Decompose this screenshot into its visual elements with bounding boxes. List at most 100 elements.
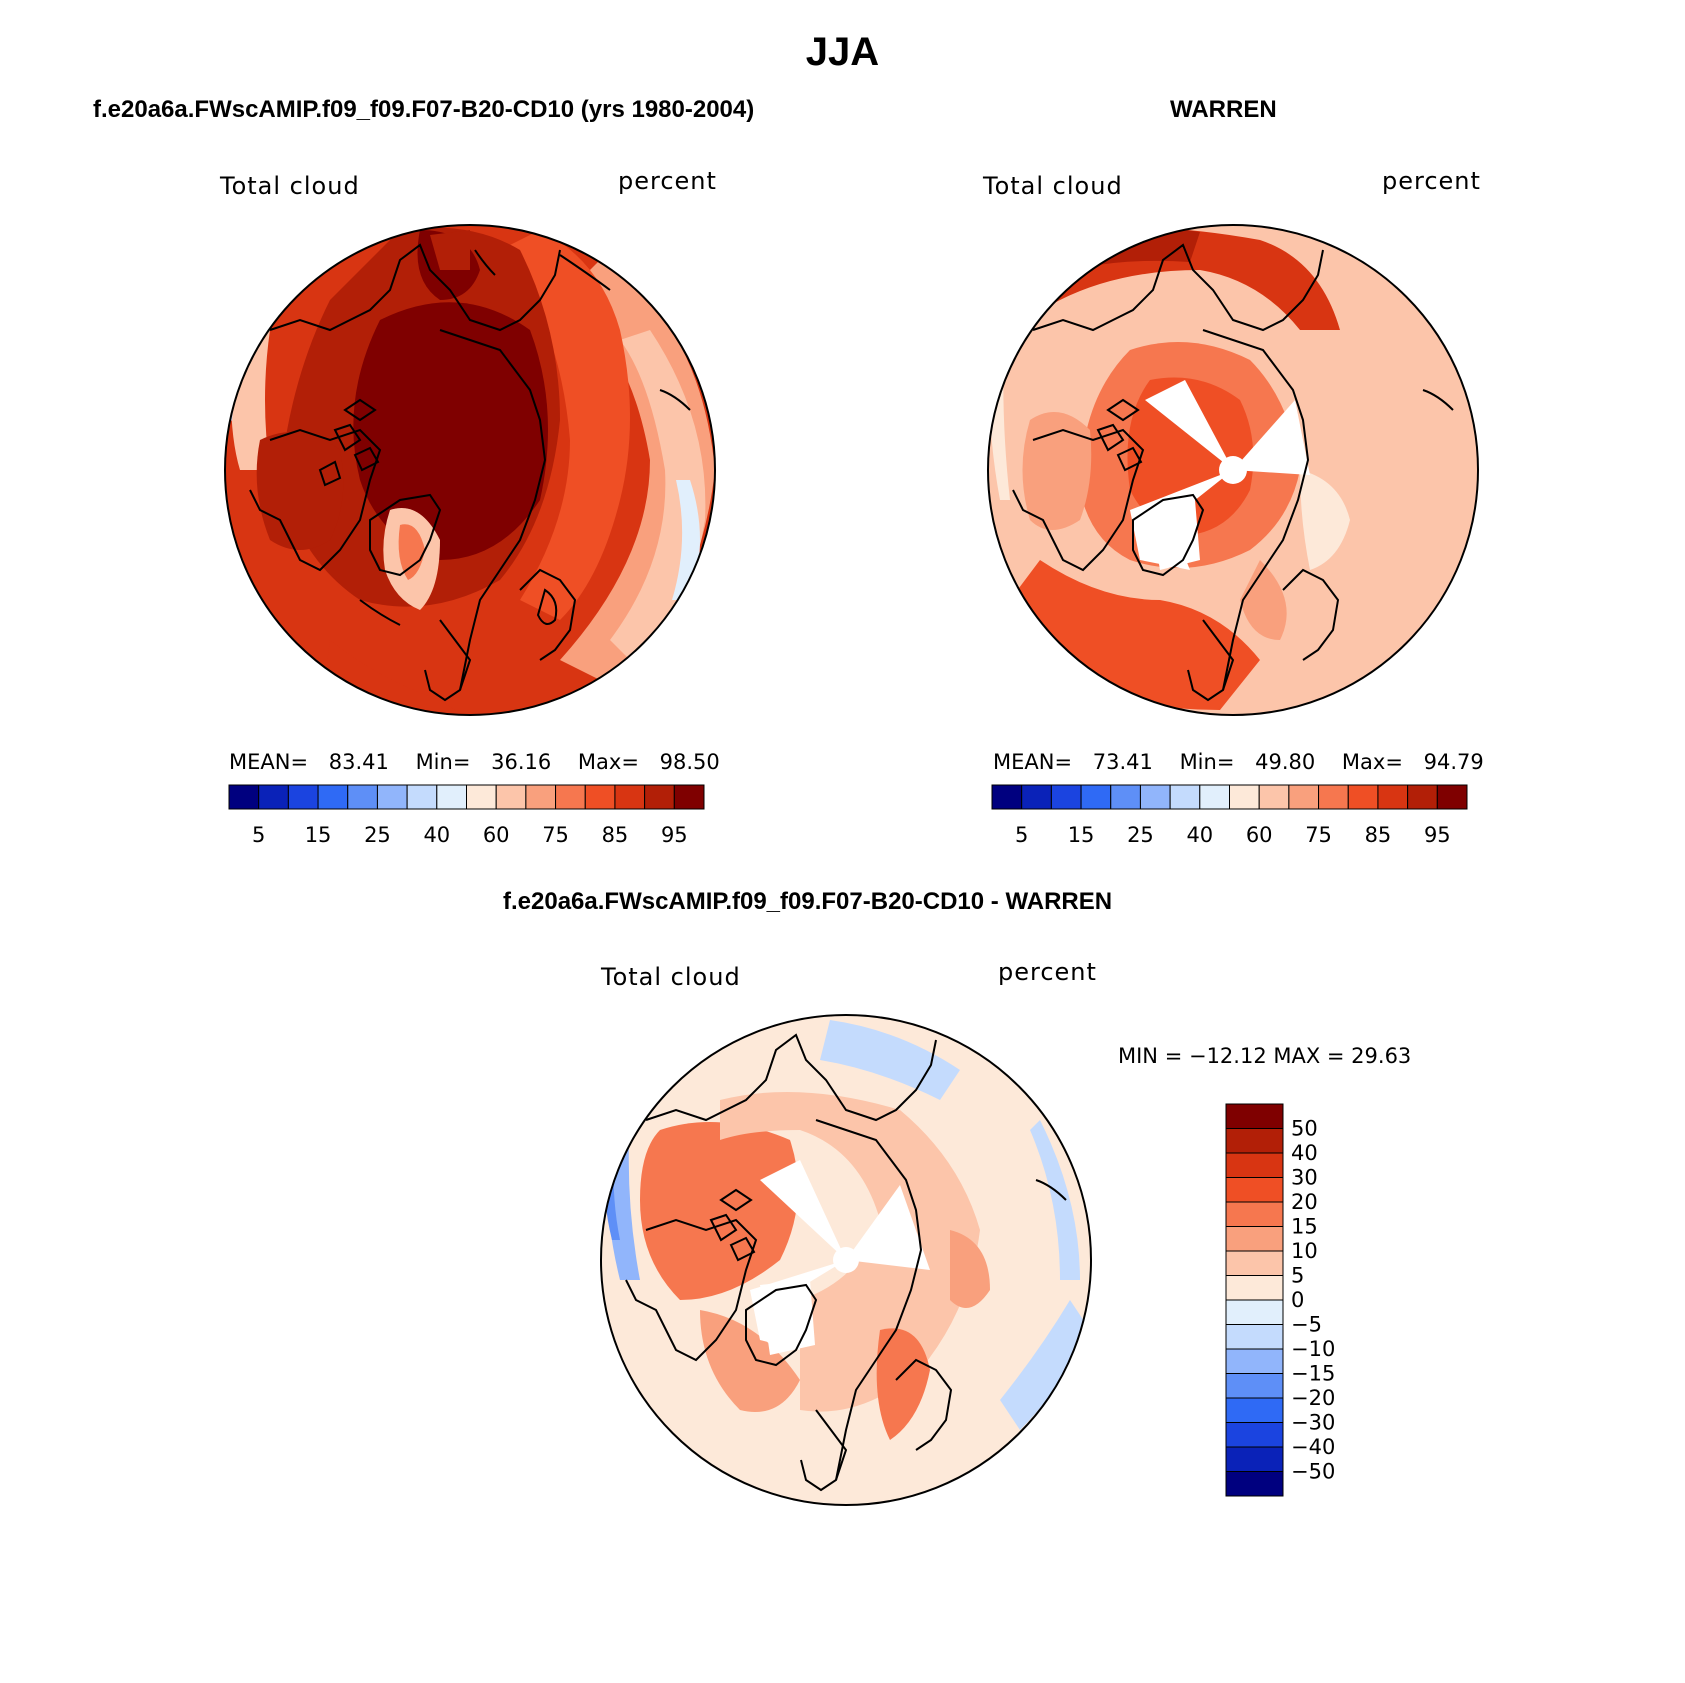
diff-panel-subtitle: f.e20a6a.FWscAMIP.f09_f09.F07-B20-CD10 -… (503, 888, 1113, 915)
figure-title: JJA (805, 30, 880, 74)
diff-colorbar-tick-label: 0 (1291, 1288, 1304, 1312)
model-colorbar-box (376, 784, 408, 810)
diff-colorbar-box (1225, 1373, 1284, 1399)
diff-colorbar-box (1225, 1177, 1284, 1203)
model-mean-value: 83.41 (328, 750, 389, 774)
obs-variable-label: Total cloud (983, 172, 1123, 200)
obs-map-outline (987, 224, 1479, 716)
model-colorbar-box (466, 784, 497, 810)
diff-colorbar-tick-label: −50 (1291, 1460, 1335, 1484)
model-colorbar-tick-label: 15 (305, 823, 332, 847)
diff-colorbar-box (1225, 1128, 1284, 1154)
model-stats: MEAN= 83.41 Min= 36.16 Max= 98.50 (229, 750, 726, 774)
obs-coastlines (1012, 243, 1454, 702)
obs-colorbar-box (1436, 784, 1468, 810)
model-variable-label: Total cloud (220, 172, 360, 200)
obs-colorbar-box (1050, 784, 1082, 810)
diff-colorbar-tick-label: −5 (1291, 1313, 1322, 1337)
diff-colorbar-tick-label: 30 (1291, 1166, 1318, 1190)
obs-colorbar-box (1318, 784, 1349, 810)
diff-colorbar-tick-label: −30 (1291, 1411, 1335, 1435)
model-colorbar-tick-label: 5 (252, 823, 265, 847)
obs-colorbar: 5 15 25 40 60 75 85 95 (991, 784, 1468, 847)
model-min-value: 36.16 (491, 750, 552, 774)
model-colorbar-box (525, 784, 557, 810)
diff-colorbar-tick-label: −15 (1291, 1362, 1335, 1386)
diff-colorbar-tick-label: −10 (1291, 1337, 1335, 1361)
model-colorbar-tick-label: 95 (661, 823, 688, 847)
diff-colorbar-box (1225, 1397, 1284, 1423)
model-max-label: Max= (577, 750, 639, 774)
diff-colorbar-box (1225, 1422, 1284, 1448)
obs-max-value: 94.79 (1423, 750, 1484, 774)
model-colorbar-box (495, 784, 527, 810)
obs-mean-value: 73.41 (1092, 750, 1153, 774)
diff-colorbar-box (1225, 1226, 1284, 1252)
model-colorbar-tick-label: 40 (423, 823, 450, 847)
obs-colorbar-tick-label: 75 (1305, 823, 1332, 847)
model-colorbar-box (436, 784, 467, 810)
diff-map-fill (601, 1015, 1091, 1505)
model-colorbar-box (347, 784, 378, 810)
obs-colorbar-box (1169, 784, 1201, 810)
diff-colorbar-tick-label: 15 (1291, 1215, 1318, 1239)
model-map-outline (224, 224, 716, 716)
diff-colorbar-tick-label: 5 (1291, 1264, 1304, 1288)
obs-colorbar-box (1110, 784, 1141, 810)
obs-colorbar-box (1347, 784, 1379, 810)
model-colorbar-tick-label: 60 (483, 823, 510, 847)
obs-min-value: 49.80 (1255, 750, 1316, 774)
obs-colorbar-box (1258, 784, 1290, 810)
model-colorbar-box (287, 784, 319, 810)
diff-colorbar-box (1225, 1201, 1284, 1227)
diff-colorbar-box (1225, 1324, 1284, 1350)
model-colorbar-box (673, 784, 705, 810)
model-colorbar-box (644, 784, 675, 810)
obs-colorbar-tick-label: 40 (1186, 823, 1213, 847)
diff-colorbar-box (1225, 1348, 1284, 1374)
diff-variable-label: Total cloud (601, 963, 741, 991)
model-colorbar-box (584, 784, 616, 810)
model-map-fill (225, 225, 715, 715)
diff-map (600, 1014, 1092, 1506)
model-colorbar-box (317, 784, 349, 810)
obs-colorbar-tick-label: 85 (1365, 823, 1392, 847)
diff-colorbar-box (1225, 1152, 1284, 1178)
diff-colorbar-box (1225, 1446, 1284, 1472)
diff-colorbar-tick-label: 50 (1291, 1117, 1318, 1141)
obs-max-label: Max= (1341, 750, 1403, 774)
obs-colorbar-tick-label: 60 (1246, 823, 1273, 847)
diff-colorbar-box (1225, 1103, 1284, 1129)
obs-colorbar-box (1407, 784, 1438, 810)
obs-colorbar-box (1377, 784, 1409, 810)
model-colorbar-tick-label: 85 (602, 823, 629, 847)
obs-colorbar-box (1288, 784, 1320, 810)
model-colorbar-box (258, 784, 289, 810)
diff-colorbar-box (1225, 1471, 1284, 1497)
model-colorbar-tick-label: 25 (364, 823, 391, 847)
obs-colorbar-box (1080, 784, 1112, 810)
obs-colorbar-box (1139, 784, 1171, 810)
obs-colorbar-tick-label: 15 (1068, 823, 1095, 847)
diff-colorbar-box (1225, 1299, 1284, 1325)
obs-colorbar-tick-label: 25 (1127, 823, 1154, 847)
diff-map-outline (600, 1014, 1092, 1506)
obs-map (987, 224, 1479, 716)
diff-colorbar-tick-label: −40 (1291, 1435, 1335, 1459)
diff-colorbar-tick-label: 20 (1291, 1190, 1318, 1214)
model-colorbar-box (555, 784, 586, 810)
diff-colorbar-tick-label: −20 (1291, 1386, 1335, 1410)
model-map (224, 224, 716, 716)
diff-units-label: percent (998, 958, 1097, 986)
obs-colorbar-tick-label: 95 (1424, 823, 1451, 847)
diff-coastlines (625, 1033, 1067, 1492)
model-panel-subtitle: f.e20a6a.FWscAMIP.f09_f09.F07-B20-CD10 (… (93, 96, 755, 123)
obs-min-label: Min= (1179, 750, 1235, 774)
obs-colorbar-box (1229, 784, 1260, 810)
diff-colorbar-box (1225, 1275, 1284, 1301)
model-colorbar-box (228, 784, 260, 810)
diff-colorbar-box (1225, 1250, 1284, 1276)
obs-colorbar-box (991, 784, 1023, 810)
